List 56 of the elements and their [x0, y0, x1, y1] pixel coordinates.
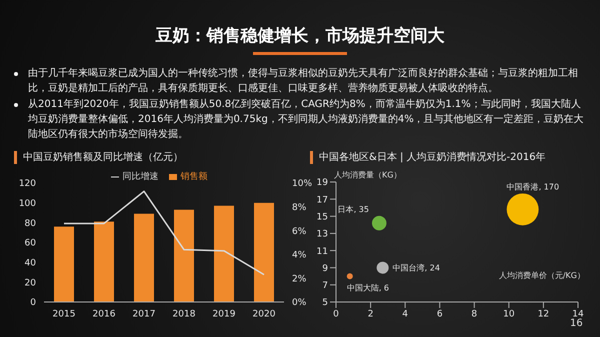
y-tick-label: 60 [24, 238, 36, 249]
chart-title: 中国豆奶销售额及同比增速（亿元） [23, 150, 183, 164]
bar [54, 226, 74, 302]
y2-tick-label: 4% [292, 250, 307, 261]
y-tick-label: 17 [316, 195, 328, 206]
y-axis-title: 人均消费量（KG） [334, 170, 402, 180]
y2-tick-label: 10% [292, 179, 312, 190]
x-tick-label: 2020 [252, 309, 276, 320]
y2-tick-label: 0% [292, 298, 307, 308]
x-tick-label: 2018 [172, 309, 196, 320]
text: 从2011年到2020年，我国豆奶销售额从50.8亿到突破百亿，CAGR约为8%，而常温牛奶仅为1.1%；与此同时，我国大陆人均豆奶消费量整体偏低，2016年人均消费量为0.75kg，不到同期人均液奶消费量的4%，且与其他地区有一定差距，豆奶在大陆地区仍有很大的市场空间待发掘。 [28, 98, 585, 142]
x-tick-label: 4 [402, 309, 408, 320]
data-label: 中国台湾, 24 [392, 264, 440, 273]
y2-tick-label: 8% [292, 202, 307, 213]
x-tick-label: 0 [333, 309, 340, 320]
data-label: 中国香港, 170 [506, 182, 560, 192]
x-tick-label: 6 [436, 309, 443, 320]
legend-label: 销售额 [180, 172, 208, 182]
bar [174, 210, 194, 302]
x-tick-label: 2015 [52, 309, 76, 320]
y-tick-label: 15 [316, 212, 328, 222]
x-tick-label: 14 [572, 309, 584, 320]
y-tick-label: 80 [24, 218, 36, 229]
x-tick-label: 2017 [132, 309, 156, 320]
data-label: 中国大陆, 6 [346, 283, 390, 292]
text: 由于几千年来喝豆浆已成为国人的一种传统习惯，使得与豆浆相似的豆奶先天具有广泛而良好的群众基础；与豆浆的粗加工相比，豆奶是精加工后的产品，具有保质期更长、口感更佳、口味更多样、营养物质更易被人体吸收的特点。 [28, 66, 579, 96]
y2-tick-label: 6% [292, 226, 307, 237]
text: 16 [570, 318, 583, 329]
x-tick-label: 2019 [212, 309, 236, 320]
x-tick-label: 2016 [92, 309, 116, 320]
y2-tick-label: 2% [292, 274, 307, 284]
y-tick-label: 20 [24, 278, 36, 288]
y-tick-label: 19 [316, 178, 328, 188]
bar [214, 206, 234, 302]
x-tick-label: 2 [368, 309, 374, 320]
legend-label: 同比增速 [122, 172, 158, 182]
x-tick-label: 12 [538, 309, 550, 320]
y-tick-label: 9 [322, 264, 328, 274]
y-tick-label: 5 [322, 298, 328, 308]
text: 豆奶：销售稳健增长，市场提升空间大 [154, 25, 446, 47]
bar [134, 214, 154, 302]
bar [94, 222, 114, 302]
y-tick-label: 40 [24, 258, 36, 269]
x-tick-label: 8 [471, 309, 478, 320]
line-series [63, 190, 265, 276]
y-tick-label: 11 [316, 246, 328, 257]
x-axis-title: 人均消费单价（元/KG） [498, 270, 585, 281]
chart-title: 中国各地区&日本 | 人均豆奶消费情况对比-2016年 [319, 150, 546, 164]
y-tick-label: 100 [18, 199, 36, 210]
y-tick-label: 13 [316, 230, 328, 240]
y-tick-label: 7 [322, 281, 328, 292]
bar [254, 202, 274, 302]
y-tick-label: 0 [30, 298, 36, 308]
y-tick-label: 120 [18, 179, 36, 190]
x-tick-label: 10 [503, 309, 515, 320]
data-label: 日本, 35 [338, 204, 369, 214]
